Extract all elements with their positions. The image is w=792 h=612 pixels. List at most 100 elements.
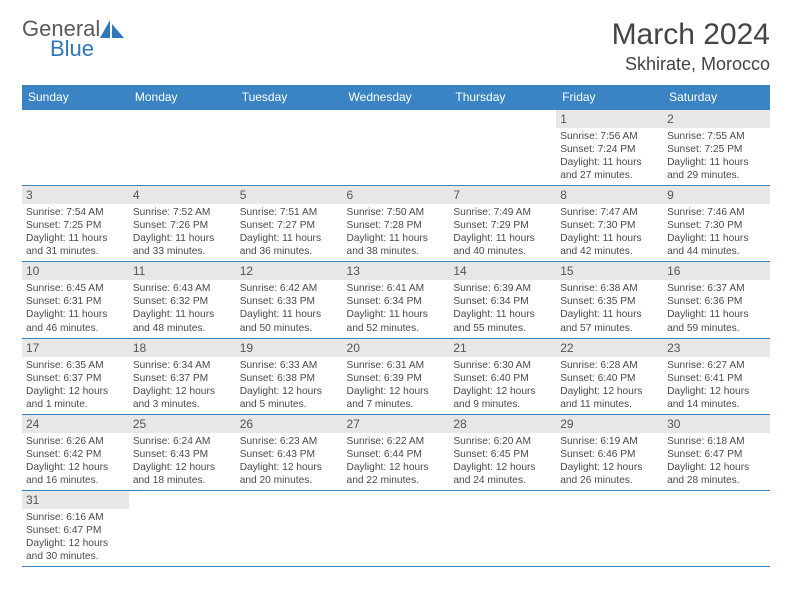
calendar-cell-empty [449, 110, 556, 186]
calendar-cell: 18Sunrise: 6:34 AMSunset: 6:37 PMDayligh… [129, 338, 236, 414]
calendar-cell: 10Sunrise: 6:45 AMSunset: 6:31 PMDayligh… [22, 262, 129, 338]
calendar-cell-empty [129, 490, 236, 566]
day-header: Saturday [663, 85, 770, 110]
day-number: 14 [449, 262, 556, 280]
day-details: Sunrise: 7:55 AMSunset: 7:25 PMDaylight:… [663, 128, 770, 185]
day-header: Friday [556, 85, 663, 110]
day-details: Sunrise: 6:24 AMSunset: 6:43 PMDaylight:… [129, 433, 236, 490]
day-details: Sunrise: 7:54 AMSunset: 7:25 PMDaylight:… [22, 204, 129, 261]
day-number: 22 [556, 339, 663, 357]
day-number: 9 [663, 186, 770, 204]
day-details: Sunrise: 6:31 AMSunset: 6:39 PMDaylight:… [343, 357, 450, 414]
calendar-cell: 26Sunrise: 6:23 AMSunset: 6:43 PMDayligh… [236, 414, 343, 490]
calendar-row: 17Sunrise: 6:35 AMSunset: 6:37 PMDayligh… [22, 338, 770, 414]
day-number: 1 [556, 110, 663, 128]
calendar-row: 10Sunrise: 6:45 AMSunset: 6:31 PMDayligh… [22, 262, 770, 338]
calendar-cell-empty [129, 110, 236, 186]
day-number: 26 [236, 415, 343, 433]
calendar-cell: 15Sunrise: 6:38 AMSunset: 6:35 PMDayligh… [556, 262, 663, 338]
calendar-cell-empty [236, 110, 343, 186]
day-details: Sunrise: 6:41 AMSunset: 6:34 PMDaylight:… [343, 280, 450, 337]
page-header: General Blue March 2024 Skhirate, Morocc… [22, 18, 770, 75]
calendar-cell: 9Sunrise: 7:46 AMSunset: 7:30 PMDaylight… [663, 186, 770, 262]
day-details: Sunrise: 6:28 AMSunset: 6:40 PMDaylight:… [556, 357, 663, 414]
day-details: Sunrise: 6:22 AMSunset: 6:44 PMDaylight:… [343, 433, 450, 490]
day-details: Sunrise: 7:56 AMSunset: 7:24 PMDaylight:… [556, 128, 663, 185]
calendar-cell: 30Sunrise: 6:18 AMSunset: 6:47 PMDayligh… [663, 414, 770, 490]
day-details: Sunrise: 6:20 AMSunset: 6:45 PMDaylight:… [449, 433, 556, 490]
day-details: Sunrise: 6:39 AMSunset: 6:34 PMDaylight:… [449, 280, 556, 337]
day-details: Sunrise: 7:47 AMSunset: 7:30 PMDaylight:… [556, 204, 663, 261]
calendar-head: SundayMondayTuesdayWednesdayThursdayFrid… [22, 85, 770, 110]
day-number: 3 [22, 186, 129, 204]
calendar-cell: 7Sunrise: 7:49 AMSunset: 7:29 PMDaylight… [449, 186, 556, 262]
calendar-cell: 4Sunrise: 7:52 AMSunset: 7:26 PMDaylight… [129, 186, 236, 262]
day-number: 28 [449, 415, 556, 433]
day-details: Sunrise: 6:38 AMSunset: 6:35 PMDaylight:… [556, 280, 663, 337]
day-number: 19 [236, 339, 343, 357]
calendar-cell: 13Sunrise: 6:41 AMSunset: 6:34 PMDayligh… [343, 262, 450, 338]
calendar-cell: 12Sunrise: 6:42 AMSunset: 6:33 PMDayligh… [236, 262, 343, 338]
calendar-cell-empty [236, 490, 343, 566]
day-details: Sunrise: 7:52 AMSunset: 7:26 PMDaylight:… [129, 204, 236, 261]
calendar-row: 31Sunrise: 6:16 AMSunset: 6:47 PMDayligh… [22, 490, 770, 566]
day-details: Sunrise: 6:26 AMSunset: 6:42 PMDaylight:… [22, 433, 129, 490]
day-number: 16 [663, 262, 770, 280]
calendar-cell: 14Sunrise: 6:39 AMSunset: 6:34 PMDayligh… [449, 262, 556, 338]
day-details: Sunrise: 7:50 AMSunset: 7:28 PMDaylight:… [343, 204, 450, 261]
calendar-cell: 24Sunrise: 6:26 AMSunset: 6:42 PMDayligh… [22, 414, 129, 490]
day-number: 12 [236, 262, 343, 280]
calendar-cell-empty [343, 490, 450, 566]
calendar-cell: 16Sunrise: 6:37 AMSunset: 6:36 PMDayligh… [663, 262, 770, 338]
day-details: Sunrise: 7:51 AMSunset: 7:27 PMDaylight:… [236, 204, 343, 261]
day-details: Sunrise: 6:23 AMSunset: 6:43 PMDaylight:… [236, 433, 343, 490]
calendar-cell: 5Sunrise: 7:51 AMSunset: 7:27 PMDaylight… [236, 186, 343, 262]
day-header: Tuesday [236, 85, 343, 110]
brand-logo: General Blue [22, 18, 100, 60]
calendar-cell-empty [343, 110, 450, 186]
day-details: Sunrise: 6:16 AMSunset: 6:47 PMDaylight:… [22, 509, 129, 566]
day-number: 20 [343, 339, 450, 357]
calendar-cell: 27Sunrise: 6:22 AMSunset: 6:44 PMDayligh… [343, 414, 450, 490]
calendar-cell: 21Sunrise: 6:30 AMSunset: 6:40 PMDayligh… [449, 338, 556, 414]
day-details: Sunrise: 6:35 AMSunset: 6:37 PMDaylight:… [22, 357, 129, 414]
calendar-cell: 3Sunrise: 7:54 AMSunset: 7:25 PMDaylight… [22, 186, 129, 262]
day-number: 10 [22, 262, 129, 280]
sail-icon [100, 20, 126, 40]
calendar-cell: 28Sunrise: 6:20 AMSunset: 6:45 PMDayligh… [449, 414, 556, 490]
calendar-cell: 1Sunrise: 7:56 AMSunset: 7:24 PMDaylight… [556, 110, 663, 186]
calendar-cell-empty [449, 490, 556, 566]
calendar-cell: 29Sunrise: 6:19 AMSunset: 6:46 PMDayligh… [556, 414, 663, 490]
calendar-cell: 8Sunrise: 7:47 AMSunset: 7:30 PMDaylight… [556, 186, 663, 262]
day-details: Sunrise: 6:42 AMSunset: 6:33 PMDaylight:… [236, 280, 343, 337]
day-number: 21 [449, 339, 556, 357]
day-number: 8 [556, 186, 663, 204]
day-number: 31 [22, 491, 129, 509]
calendar-row: 24Sunrise: 6:26 AMSunset: 6:42 PMDayligh… [22, 414, 770, 490]
day-number: 6 [343, 186, 450, 204]
day-details: Sunrise: 6:37 AMSunset: 6:36 PMDaylight:… [663, 280, 770, 337]
page-title: March 2024 [612, 18, 770, 52]
day-header: Wednesday [343, 85, 450, 110]
calendar-cell: 6Sunrise: 7:50 AMSunset: 7:28 PMDaylight… [343, 186, 450, 262]
calendar-cell: 19Sunrise: 6:33 AMSunset: 6:38 PMDayligh… [236, 338, 343, 414]
day-number: 29 [556, 415, 663, 433]
calendar-cell: 20Sunrise: 6:31 AMSunset: 6:39 PMDayligh… [343, 338, 450, 414]
location-text: Skhirate, Morocco [612, 54, 770, 75]
day-number: 7 [449, 186, 556, 204]
calendar-cell-empty [22, 110, 129, 186]
calendar-cell: 23Sunrise: 6:27 AMSunset: 6:41 PMDayligh… [663, 338, 770, 414]
day-details: Sunrise: 6:30 AMSunset: 6:40 PMDaylight:… [449, 357, 556, 414]
day-number: 5 [236, 186, 343, 204]
calendar-cell: 17Sunrise: 6:35 AMSunset: 6:37 PMDayligh… [22, 338, 129, 414]
calendar-row: 3Sunrise: 7:54 AMSunset: 7:25 PMDaylight… [22, 186, 770, 262]
calendar-cell-empty [663, 490, 770, 566]
day-details: Sunrise: 7:46 AMSunset: 7:30 PMDaylight:… [663, 204, 770, 261]
calendar-cell: 25Sunrise: 6:24 AMSunset: 6:43 PMDayligh… [129, 414, 236, 490]
day-number: 30 [663, 415, 770, 433]
day-number: 23 [663, 339, 770, 357]
brand-part2: Blue [50, 38, 100, 60]
day-number: 4 [129, 186, 236, 204]
calendar-table: SundayMondayTuesdayWednesdayThursdayFrid… [22, 85, 770, 567]
day-details: Sunrise: 7:49 AMSunset: 7:29 PMDaylight:… [449, 204, 556, 261]
